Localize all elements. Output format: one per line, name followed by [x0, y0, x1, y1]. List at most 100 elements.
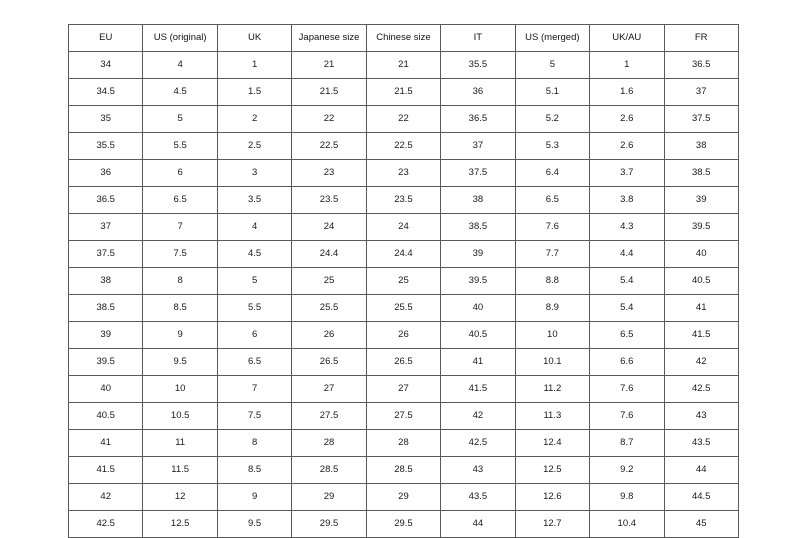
table-cell: 25.5 [365, 294, 442, 322]
table-cell: 38 [440, 186, 516, 214]
table-cell: 5 [142, 105, 218, 133]
table-cell: 9.2 [589, 456, 665, 484]
table-cell: 29.5 [291, 510, 367, 538]
table-row: 36.5 6.5 3.5 23.5 23.5 38 6.5 3.8 39 [67, 186, 739, 214]
table-cell: 39.5 [67, 348, 144, 376]
table-cell: 23.5 [365, 186, 442, 214]
table-cell: 40 [67, 375, 144, 403]
table-row: 42 12 9 29 29 43.5 12.6 9.8 44.5 [67, 483, 739, 511]
table-cell: 6 [216, 321, 293, 349]
table-cell: 7.6 [514, 213, 591, 241]
table-cell: 36 [440, 78, 516, 106]
table-cell: 4.5 [142, 78, 218, 106]
table-cell: 37.5 [67, 240, 144, 268]
column-header-uk-au: UK/AU [589, 24, 665, 52]
table-cell: 39 [663, 186, 739, 214]
table-cell: 26.5 [365, 348, 442, 376]
table-cell: 26.5 [291, 348, 367, 376]
table-row: 34.5 4.5 1.5 21.5 21.5 36 5.1 1.6 37 [67, 78, 739, 106]
table-cell: 28.5 [291, 456, 367, 484]
table-row: 37.5 7.5 4.5 24.4 24.4 39 7.7 4.4 40 [67, 240, 739, 268]
table-cell: 9.8 [589, 483, 665, 511]
table-cell: 9 [216, 483, 293, 511]
table-cell: 36.5 [440, 105, 516, 133]
table-cell: 35.5 [440, 51, 516, 79]
table-cell: 7.7 [514, 240, 591, 268]
table-cell: 4 [216, 213, 293, 241]
table-row: 36 6 3 23 23 37.5 6.4 3.7 38.5 [67, 159, 739, 187]
table-cell: 23 [365, 159, 442, 187]
table-cell: 25 [365, 267, 442, 295]
table-cell: 21 [365, 51, 442, 79]
table-cell: 6.5 [142, 186, 218, 214]
table-cell: 24 [291, 213, 367, 241]
column-header-us-original: US (original) [142, 24, 218, 52]
table-cell: 5.5 [142, 132, 218, 160]
table-cell: 5.1 [514, 78, 591, 106]
table-cell: 6.5 [589, 321, 665, 349]
table-cell: 27.5 [365, 402, 442, 430]
column-header-it: IT [440, 24, 516, 52]
table-cell: 9.5 [142, 348, 218, 376]
table-body: 34 4 1 21 21 35.5 5 1 36.5 34.5 4.5 1.5 21.5 21.5 36 5.… [67, 51, 739, 538]
table-cell: 27 [365, 375, 442, 403]
table-cell: 44.5 [663, 483, 739, 511]
table-cell: 5.5 [216, 294, 293, 322]
table-cell: 6 [142, 159, 218, 187]
table-cell: 45 [663, 510, 739, 538]
table-cell: 8.5 [216, 456, 293, 484]
table-cell: 12.5 [514, 456, 591, 484]
table-cell: 5.2 [514, 105, 591, 133]
table-cell: 36 [67, 159, 144, 187]
table-cell: 10 [142, 375, 218, 403]
table-cell: 9.5 [216, 510, 293, 538]
table-cell: 10.5 [142, 402, 218, 430]
table-cell: 42.5 [663, 375, 739, 403]
table-cell: 22.5 [291, 132, 367, 160]
column-header-us-merged: US (merged) [514, 24, 591, 52]
table-cell: 38 [67, 267, 144, 295]
table-cell: 37 [67, 213, 144, 241]
table-cell: 39.5 [440, 267, 516, 295]
table-cell: 24 [365, 213, 442, 241]
table-cell: 2.6 [589, 132, 665, 160]
table-cell: 22 [365, 105, 442, 133]
table-row: 38.5 8.5 5.5 25.5 25.5 40 8.9 5.4 41 [67, 294, 739, 322]
table-cell: 7.5 [142, 240, 218, 268]
table-cell: 43.5 [440, 483, 516, 511]
shoe-size-conversion-table: EU US (original) UK Japanese size Chinese si… [67, 24, 739, 538]
table-cell: 21.5 [365, 78, 442, 106]
table-cell: 3.5 [216, 186, 293, 214]
table-cell: 6.5 [514, 186, 591, 214]
table-cell: 36.5 [663, 51, 739, 79]
table-cell: 11.2 [514, 375, 591, 403]
table-cell: 8 [142, 267, 218, 295]
table-cell: 35 [67, 105, 144, 133]
table-row: 42.5 12.5 9.5 29.5 29.5 44 12.7 10.4 45 [67, 510, 739, 538]
table-cell: 27 [291, 375, 367, 403]
table-row: 37 7 4 24 24 38.5 7.6 4.3 39.5 [67, 213, 739, 241]
table-cell: 4 [142, 51, 218, 79]
table-cell: 29 [365, 483, 442, 511]
table-cell: 12.5 [142, 510, 218, 538]
table-cell: 7 [142, 213, 218, 241]
page-canvas: EU US (original) UK Japanese size Chinese si… [67, 24, 739, 538]
table-cell: 27.5 [291, 402, 367, 430]
table-cell: 23.5 [291, 186, 367, 214]
table-row: 41 11 8 28 28 42.5 12.4 8.7 43.5 [67, 429, 739, 457]
table-cell: 42 [440, 402, 516, 430]
table-cell: 6.5 [216, 348, 293, 376]
table-cell: 1 [216, 51, 293, 79]
table-cell: 8.9 [514, 294, 591, 322]
table-cell: 37 [663, 78, 739, 106]
table-cell: 3.7 [589, 159, 665, 187]
column-header-uk: UK [216, 24, 293, 52]
table-cell: 43 [663, 402, 739, 430]
table-cell: 37.5 [663, 105, 739, 133]
table-cell: 24.4 [291, 240, 367, 268]
column-header-fr: FR [663, 24, 739, 52]
table-cell: 37.5 [440, 159, 516, 187]
column-header-eu: EU [67, 24, 144, 52]
table-cell: 39.5 [663, 213, 739, 241]
table-cell: 43 [440, 456, 516, 484]
